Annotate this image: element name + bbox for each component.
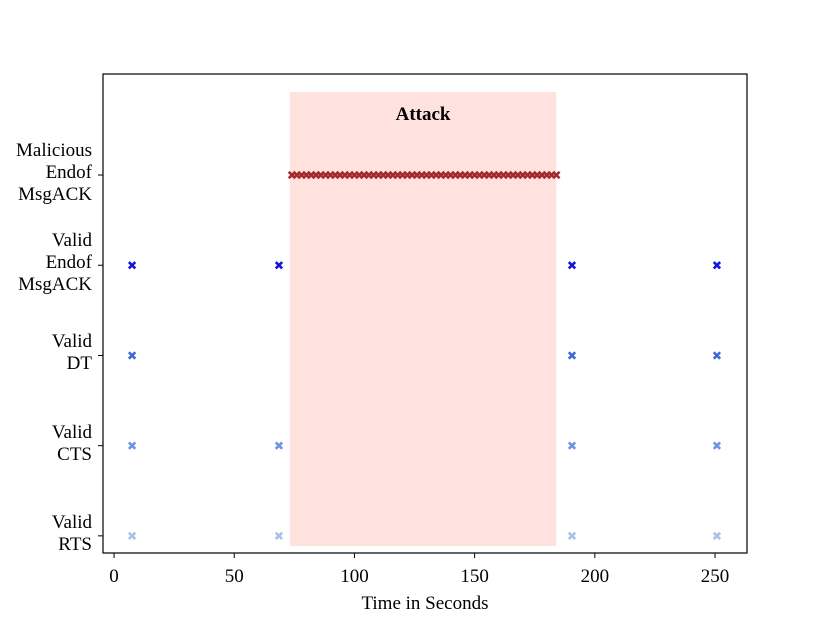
marker	[567, 531, 577, 540]
marker	[127, 351, 137, 360]
x-tick-label: 100	[340, 566, 369, 587]
y-tick-label: Valid DT	[51, 331, 92, 375]
y-tick-label: Malicious Endof MsgACK	[16, 140, 92, 206]
marker	[712, 531, 722, 540]
y-tick-label: Valid RTS	[51, 511, 92, 555]
marker	[712, 441, 722, 450]
x-tick-label: 200	[581, 566, 610, 587]
x-tick-label: 250	[701, 566, 730, 587]
marker	[127, 261, 137, 270]
marker	[712, 351, 722, 360]
attack-region	[290, 92, 557, 546]
marker	[274, 441, 284, 450]
annotation: Attack	[396, 104, 451, 125]
y-tick-label: Valid CTS	[51, 421, 92, 465]
marker	[274, 531, 284, 540]
marker	[567, 351, 577, 360]
marker	[552, 170, 561, 180]
plot-frame	[102, 73, 748, 554]
y-tick-label: Valid Endof MsgACK	[18, 230, 92, 296]
x-tick-label: 0	[109, 566, 119, 587]
marker	[274, 261, 284, 270]
x-tick-label: 150	[460, 566, 489, 587]
marker	[567, 441, 577, 450]
marker	[127, 441, 137, 450]
marker	[712, 261, 722, 270]
x-axis-label: Time in Seconds	[361, 593, 488, 614]
marker	[127, 531, 137, 540]
x-tick-label: 50	[225, 566, 244, 587]
marker	[567, 261, 577, 270]
